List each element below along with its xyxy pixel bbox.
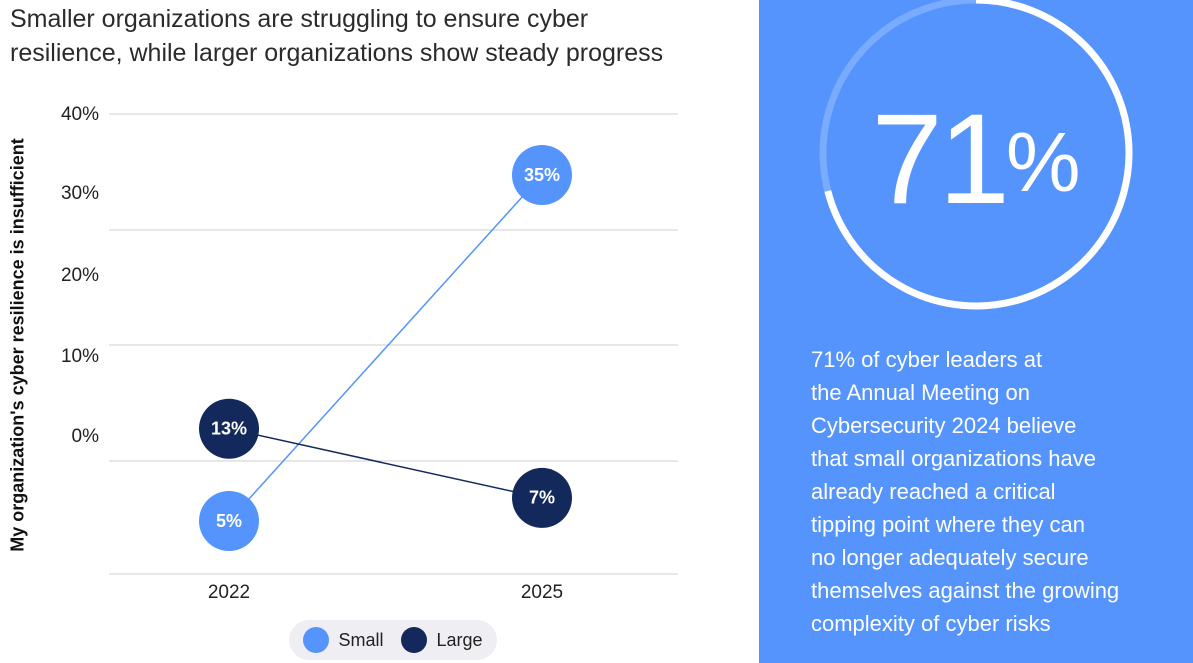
y-tick-label: 40% [61, 104, 99, 125]
callout-text-line: 71% of cyber leaders at [811, 347, 1043, 372]
data-label-small: 5% [216, 511, 242, 531]
y-tick-labels: 40% 30% 20% 10% 0% [61, 104, 99, 447]
callout-text-line: Cybersecurity 2024 believe [811, 413, 1077, 438]
data-point-small [512, 145, 572, 205]
callout-text: 71% of cyber leaders at the Annual Meeti… [811, 343, 1171, 640]
progress-ring [819, 0, 1133, 310]
y-tick-label: 30% [61, 183, 99, 204]
legend-item-small: Small [303, 627, 383, 653]
progress-ring-arc [824, 0, 1133, 310]
series-line-small [228, 174, 543, 522]
callout-number: 71 [871, 88, 1009, 231]
data-point-large [512, 467, 572, 528]
callout-text-line: tipping point where they can [811, 512, 1085, 537]
x-tick-labels: 2022 2025 [208, 582, 563, 603]
callout-text-line: themselves against the growing [811, 578, 1120, 603]
series-line-large [228, 428, 543, 499]
legend: Small Large [289, 620, 497, 660]
series-lines [228, 174, 543, 522]
legend-swatch-large [401, 627, 428, 653]
callout-text-line: already reached a critical [811, 479, 1056, 504]
y-tick-label: 20% [61, 265, 99, 286]
x-tick-label: 2022 [208, 582, 250, 603]
data-label-large: 13% [211, 418, 247, 438]
data-point-large [199, 398, 259, 459]
callout-text-line: that small organizations have [811, 446, 1096, 471]
callout-text-line: the Annual Meeting on [811, 380, 1030, 405]
gridlines [109, 113, 678, 575]
x-tick-label: 2025 [521, 582, 563, 603]
data-label-large: 7% [529, 488, 555, 508]
chart-title-line: Smaller organizations are struggling to … [10, 5, 589, 33]
data-label-small: 35% [524, 165, 560, 185]
callout-percent-sign: % [1005, 115, 1081, 209]
legend-swatch-small [303, 627, 330, 653]
y-tick-label: 10% [61, 346, 99, 367]
data-points: 5% 35% 13% 7% [199, 145, 572, 551]
callout-panel: 71% 71% of cyber leaders at the Annual M… [759, 0, 1193, 663]
callout-big-number: 71% [759, 90, 1193, 230]
line-chart: 40% 30% 20% 10% 0% 2022 2025 5% 35% 13% 7% [61, 104, 678, 603]
data-point-small [199, 491, 259, 551]
chart-title: Smaller organizations are struggling to … [10, 2, 710, 70]
callout-text-line: no longer adequately secure [811, 545, 1089, 570]
callout-text-line: complexity of cyber risks [811, 611, 1051, 636]
legend-label-large: Large [436, 629, 483, 650]
chart-title-line: resilience, while larger organizations s… [10, 39, 664, 67]
legend-label-small: Small [338, 629, 384, 650]
legend-item-large: Large [401, 627, 483, 653]
y-tick-label: 0% [72, 426, 100, 447]
